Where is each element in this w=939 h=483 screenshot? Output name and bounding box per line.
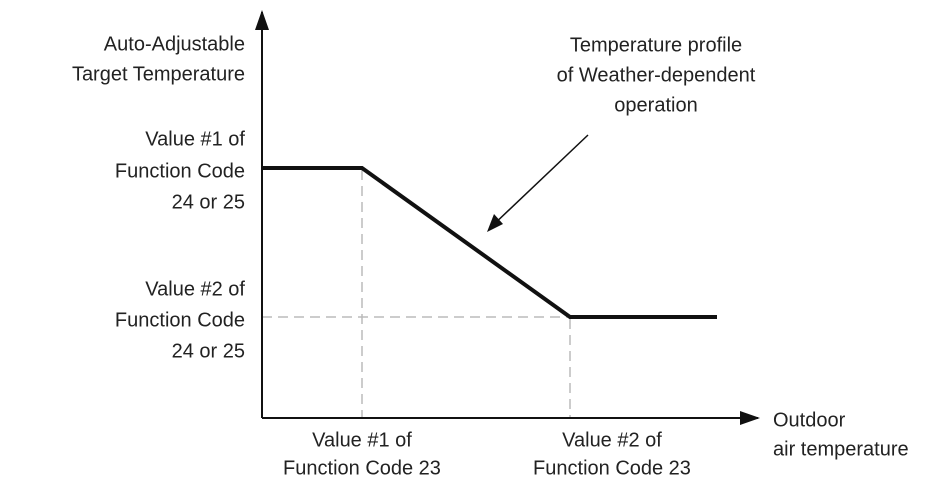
x-value-label: Value #1 of xyxy=(312,429,412,451)
annotation-arrowhead xyxy=(487,214,503,232)
y-value-label: Value #1 of xyxy=(145,128,245,150)
annotation-text: operation xyxy=(614,94,697,116)
y-axis-label: Auto-Adjustable xyxy=(104,33,245,55)
guides xyxy=(262,170,571,418)
annotation-arrow xyxy=(489,134,589,229)
annotation-text: Temperature profile xyxy=(570,34,742,56)
annotation-text: of Weather-dependent xyxy=(557,64,756,86)
y-value-label: 24 or 25 xyxy=(172,340,245,362)
x-value-label: Function Code 23 xyxy=(533,457,691,479)
y-axis-label: Target Temperature xyxy=(72,63,245,85)
profile-line xyxy=(262,166,717,319)
x-axis-label: Outdoor xyxy=(773,409,846,431)
y-value-label: Function Code xyxy=(115,309,245,331)
y-value-label: Function Code xyxy=(115,160,245,182)
x-value-label: Value #2 of xyxy=(562,429,662,451)
x-axis-arrow xyxy=(740,411,760,425)
x-axis-label: air temperature xyxy=(773,438,909,460)
y-value-label: Value #2 of xyxy=(145,278,245,300)
y-value-label: 24 or 25 xyxy=(172,191,245,213)
y-axis-arrow xyxy=(255,10,269,30)
x-value-label: Function Code 23 xyxy=(283,457,441,479)
